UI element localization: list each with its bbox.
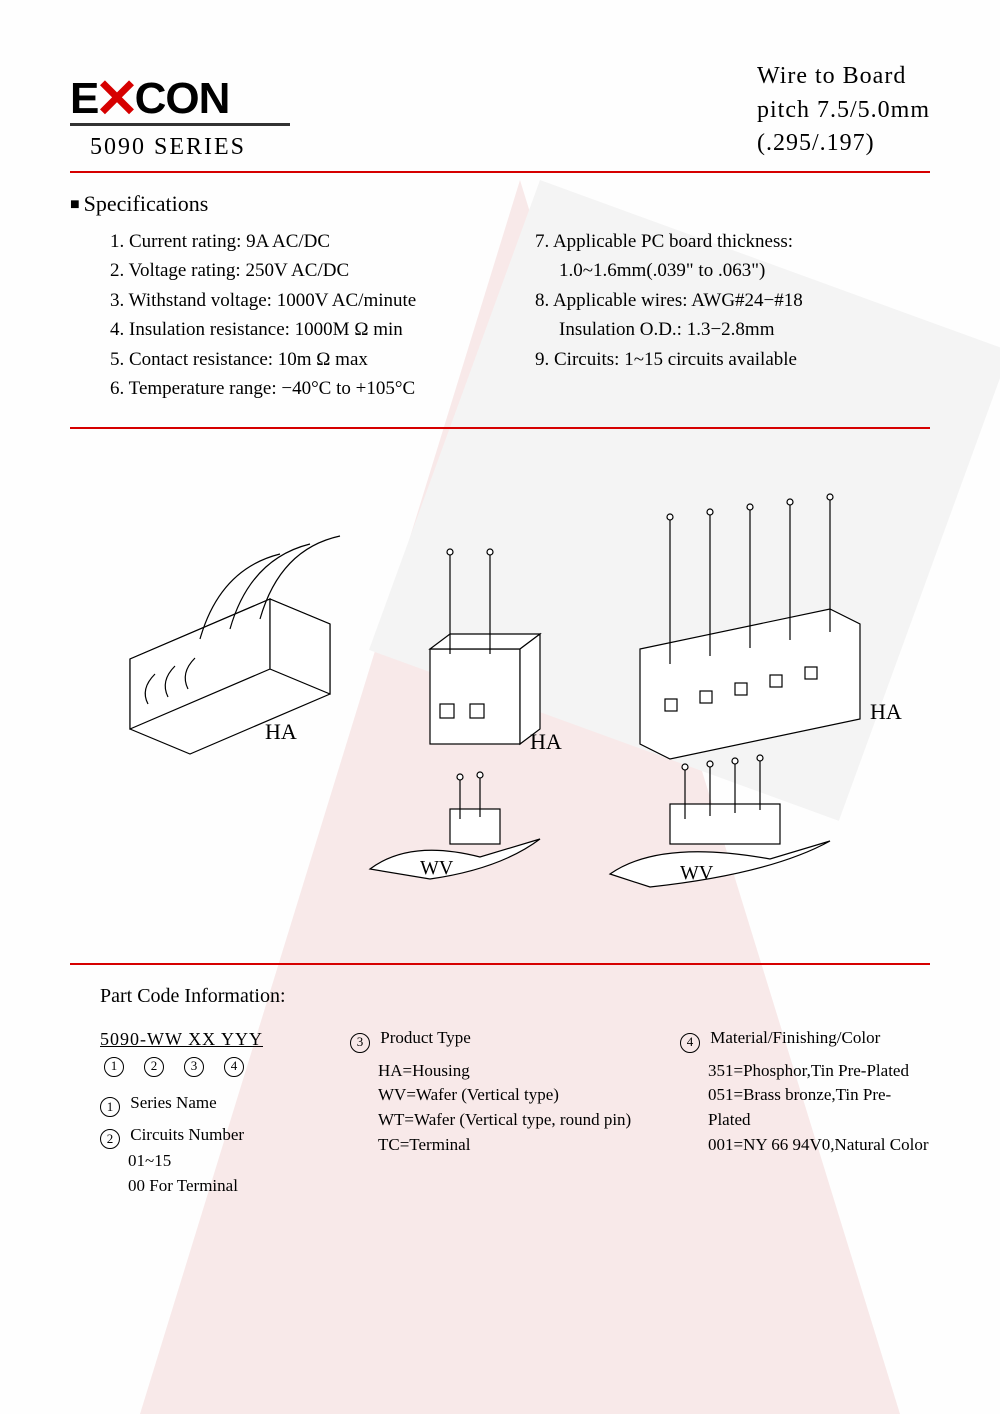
header-right: Wire to Board pitch 7.5/5.0mm (.295/.197… (757, 60, 930, 161)
header: E ✕ CON 5090 SERIES Wire to Board pitch … (70, 60, 930, 161)
col-c: 4 Material/Finishing/Color 351=Phosphor,… (680, 1026, 930, 1204)
label-wv: WV (420, 857, 454, 879)
specs-title: Specifications (70, 191, 930, 217)
entry: 4 Material/Finishing/Color (680, 1026, 930, 1052)
header-line: (.295/.197) (757, 127, 930, 161)
entry: 2 Circuits Number 01~15 00 For Terminal (100, 1123, 320, 1199)
circle-4: 4 (680, 1033, 700, 1053)
spec-sub: 1.0~1.6mm(.039" to .063") (535, 256, 930, 285)
logo: E ✕ CON (70, 72, 290, 126)
spec-item: Temperature range: −40°C to +105°C (110, 374, 505, 403)
spec-text: Applicable wires: AWG#24−#18 (553, 290, 803, 311)
spec-item: Applicable wires: AWG#24−#18 Insulation … (535, 286, 930, 345)
part-code-title: Part Code Information: (100, 985, 930, 1008)
spec-text: Circuits: 1~15 circuits available (554, 349, 797, 370)
label-wv: WV (680, 862, 714, 884)
entry: 1 Series Name (100, 1091, 320, 1117)
spec-item: Circuits: 1~15 circuits available (535, 345, 930, 374)
entry: 3 Product Type (350, 1026, 650, 1052)
circle-3: 3 (350, 1033, 370, 1053)
entry-sub: 001=NY 66 94V0,Natural Color (680, 1133, 930, 1158)
spec-item: Voltage rating: 250V AC/DC (110, 256, 505, 285)
spec-item: Applicable PC board thickness: 1.0~1.6mm… (535, 227, 930, 286)
circle-1: 1 (104, 1057, 124, 1077)
code-pattern: 5090-WW XX YYY (100, 1026, 320, 1052)
logo-x-icon: ✕ (94, 72, 138, 126)
entry-sub: 051=Brass bronze,Tin Pre-Plated (680, 1083, 930, 1132)
circle-3: 3 (184, 1057, 204, 1077)
divider (70, 427, 930, 429)
circle-1: 1 (100, 1097, 120, 1117)
label-ha: HA (265, 719, 297, 744)
entry-sub: WT=Wafer (Vertical type, round pin) (350, 1108, 650, 1133)
series-label: 5090 SERIES (70, 134, 290, 161)
entry-title: Product Type (380, 1028, 471, 1047)
specs-left: Current rating: 9A AC/DC Voltage rating:… (110, 227, 505, 404)
circle-2: 2 (144, 1057, 164, 1077)
specs-columns: Current rating: 9A AC/DC Voltage rating:… (70, 227, 930, 404)
spec-sub: Insulation O.D.: 1.3−2.8mm (535, 315, 930, 344)
entry-text: Series Name (130, 1093, 216, 1112)
col-b: 3 Product Type HA=Housing WV=Wafer (Vert… (350, 1026, 650, 1204)
entry-text: Circuits Number (130, 1125, 244, 1144)
spec-item: Current rating: 9A AC/DC (110, 227, 505, 256)
label-ha: HA (870, 699, 902, 724)
logo-right: CON (135, 74, 230, 124)
circled-row: 1 2 3 4 (100, 1057, 320, 1077)
entry-sub: TC=Terminal (350, 1133, 650, 1158)
entry-sub: HA=Housing (350, 1059, 650, 1084)
divider (70, 963, 930, 965)
header-line: pitch 7.5/5.0mm (757, 94, 930, 128)
entry-title: Material/Finishing/Color (710, 1028, 880, 1047)
spec-item: Withstand voltage: 1000V AC/minute (110, 286, 505, 315)
spec-item: Contact resistance: 10m Ω max (110, 345, 505, 374)
circle-4: 4 (224, 1057, 244, 1077)
spec-text: Applicable PC board thickness: (553, 231, 793, 252)
col-a: 5090-WW XX YYY 1 2 3 4 1 Series Name 2 C… (100, 1026, 320, 1204)
header-line: Wire to Board (757, 60, 930, 94)
circle-2: 2 (100, 1129, 120, 1149)
spec-item: Insulation resistance: 1000M Ω min (110, 315, 505, 344)
entry-sub: 00 For Terminal (100, 1174, 320, 1199)
part-code-columns: 5090-WW XX YYY 1 2 3 4 1 Series Name 2 C… (70, 1026, 930, 1204)
label-ha: HA (530, 729, 562, 754)
logo-block: E ✕ CON 5090 SERIES (70, 72, 290, 161)
entry-sub: WV=Wafer (Vertical type) (350, 1083, 650, 1108)
connector-diagrams: HA HA (70, 459, 930, 939)
specs-right: Applicable PC board thickness: 1.0~1.6mm… (535, 227, 930, 404)
divider (70, 171, 930, 173)
entry-sub: 351=Phosphor,Tin Pre-Plated (680, 1059, 930, 1084)
entry-sub: 01~15 (100, 1149, 320, 1174)
diagram-area: HA HA (70, 459, 930, 939)
